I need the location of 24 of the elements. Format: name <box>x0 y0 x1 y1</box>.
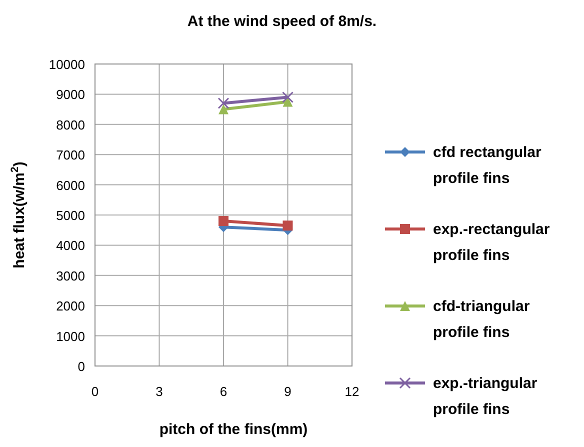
x-tick-label: 3 <box>156 384 163 399</box>
y-tick-label: 5000 <box>56 208 85 223</box>
legend-label: exp.-triangular profile fins <box>433 375 538 418</box>
x-axis-title: pitch of the fins(mm) <box>159 421 308 438</box>
y-tick-label: 8000 <box>56 117 85 132</box>
y-tick-label: 6000 <box>56 178 85 193</box>
y-tick-label: 2000 <box>56 298 85 314</box>
y-tick-label: 9000 <box>56 87 85 102</box>
legend-label: cfd rectangular profile fins <box>433 144 542 187</box>
point <box>282 220 293 231</box>
legend-label: cfd-triangular profile fins <box>433 298 530 341</box>
y-tick-label: 0 <box>78 359 85 374</box>
x-tick-label: 9 <box>284 384 292 399</box>
chart-title: At the wind speed of 8m/s. <box>187 13 377 30</box>
x-tick-label: 0 <box>91 384 99 399</box>
y-tick-label: 10000 <box>48 57 85 72</box>
y-tick-label: 3000 <box>56 268 85 284</box>
y-tick-label: 7000 <box>56 148 85 163</box>
point <box>218 216 228 226</box>
x-tick-label: 12 <box>344 384 360 399</box>
legend-label: exp.-rectangular profile fins <box>433 221 550 264</box>
y-tick-label: 1000 <box>56 328 85 344</box>
y-tick-label: 4000 <box>56 238 85 254</box>
x-tick-label: 6 <box>220 384 228 399</box>
